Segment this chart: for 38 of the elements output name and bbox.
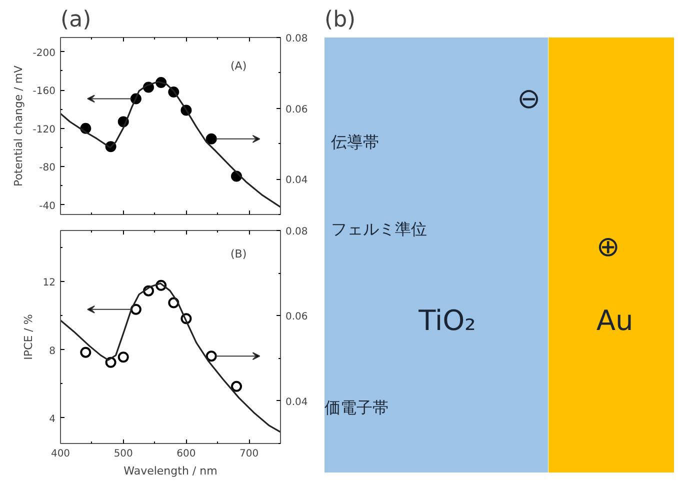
y2-tick-label: 0.08	[286, 226, 308, 238]
point	[231, 380, 242, 392]
text: 価電子帯	[324, 398, 388, 417]
point	[118, 352, 129, 363]
point	[206, 133, 217, 144]
y-tick-label: -120	[32, 124, 56, 136]
y-tick-label: -160	[32, 86, 56, 98]
y-axis-title: IPCE / %	[22, 314, 35, 360]
y-tick-label: -80	[39, 162, 56, 174]
x-tick-label: 500	[114, 448, 133, 460]
y-tick-label: 4	[49, 414, 56, 425]
text: フェルミ準位	[331, 219, 428, 238]
y-tick-label: 8	[49, 346, 56, 357]
text: 伝導帯	[331, 132, 380, 152]
x-tick-label: 600	[176, 448, 196, 460]
y2-tick-label: 0.04	[286, 175, 308, 186]
y-axis-title: Potential change / mV	[12, 64, 25, 187]
x-tick-label: 700	[240, 448, 259, 460]
y2-tick-label: 0.06	[286, 104, 308, 116]
y-tick-label: -40	[39, 200, 56, 212]
text: (b)	[324, 8, 356, 32]
y2-tick-label: 0.08	[286, 34, 308, 44]
text: ⊕	[596, 230, 620, 263]
y-tick-label: 12	[42, 278, 56, 289]
text: TiO₂	[418, 304, 476, 337]
chart-title: (a)	[60, 8, 92, 32]
point	[206, 350, 217, 362]
annotation: (B)	[230, 248, 247, 260]
point	[80, 346, 92, 358]
point	[130, 304, 142, 315]
y2-tick-label: 0.06	[286, 312, 308, 323]
text: ⊖	[517, 82, 541, 115]
y-tick-label: -200	[32, 48, 56, 59]
text: Au	[596, 304, 634, 337]
annotation: (A)	[230, 60, 247, 72]
x-axis-title: Wavelength / nm	[124, 464, 218, 478]
y2-tick-label: 0.04	[286, 396, 308, 408]
x-tick-label: 400	[50, 448, 70, 460]
